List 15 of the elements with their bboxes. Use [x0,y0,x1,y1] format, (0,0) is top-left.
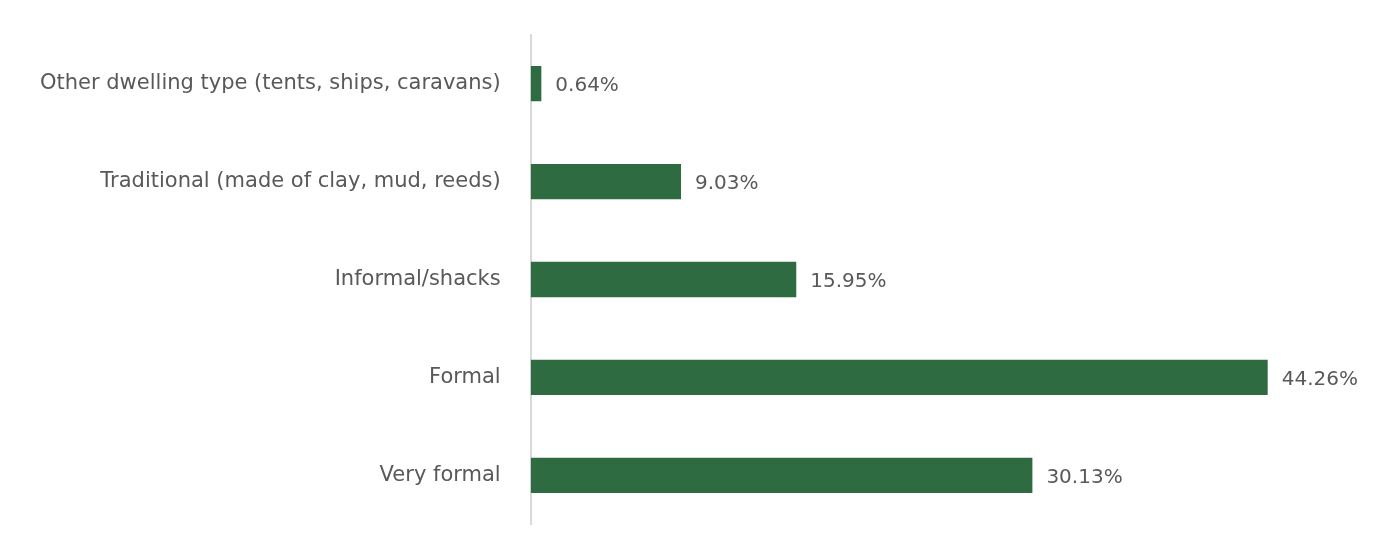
data-label: 9.03% [695,169,759,194]
data-label: 15.95% [810,267,887,292]
y-tick-label: Informal/shacks [334,265,501,290]
bar [530,65,542,102]
bar [530,457,1033,494]
y-tick-label: Other dwelling type (tents, ships, caravans) [39,70,501,95]
data-label: 44.26% [1281,365,1358,390]
y-tick-label: Traditional (made of clay, mud, reeds) [99,167,501,192]
data-label: 30.13% [1046,463,1123,488]
bar [530,163,682,200]
data-label: 0.64% [555,71,619,96]
bar [530,261,797,298]
y-tick-label: Formal [429,363,501,388]
bar [530,359,1268,396]
y-tick-label: Very formal [379,461,501,486]
